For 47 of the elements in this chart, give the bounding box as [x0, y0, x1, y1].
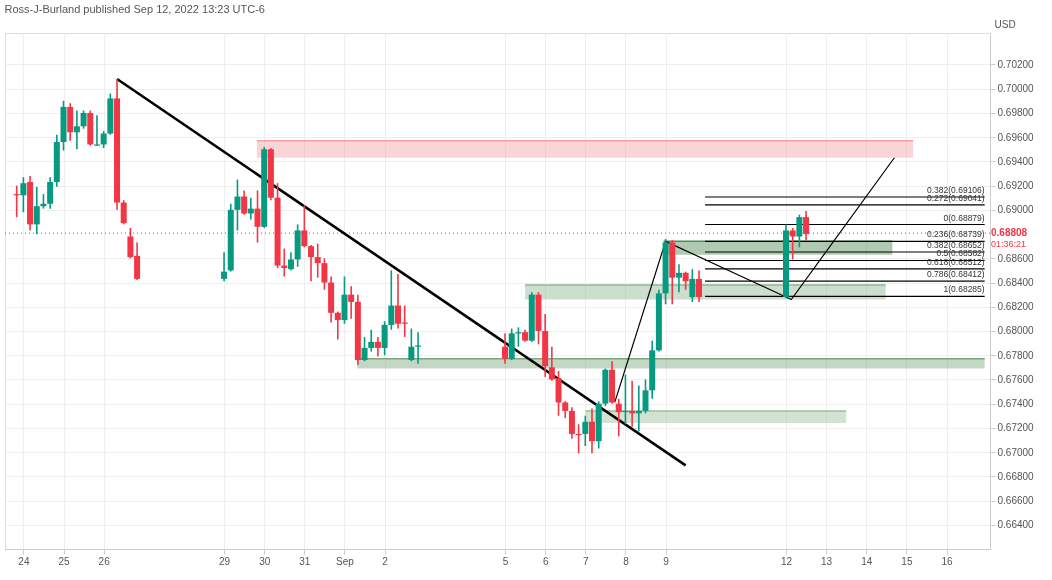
x-tick-label: 25	[58, 555, 71, 567]
text: 01:36:21	[991, 239, 1027, 250]
x-tick-label: 26	[98, 555, 111, 567]
y-tick-label: 0.70000	[997, 83, 1035, 95]
y-tick-label: 0.66600	[997, 495, 1035, 507]
y-tick-label: 0.69400	[997, 155, 1035, 167]
y-tick-label: 0.67000	[997, 446, 1035, 458]
y-tick-label: 0.66400	[997, 519, 1035, 531]
annotation: 0.236(0.68739)	[926, 229, 985, 240]
y-tick-label: 0.68400	[997, 277, 1035, 289]
x-tick-label: 29	[219, 555, 231, 567]
x-tick-label: 5	[502, 555, 509, 567]
y-tick-label: 0.70200	[997, 58, 1035, 70]
x-tick-label: 6	[542, 555, 549, 567]
y-tick-label: 0.69600	[997, 131, 1035, 143]
y-axis-title: USD	[994, 18, 1016, 30]
y-tick-label: 0.68200	[997, 301, 1035, 313]
x-tick-label: 16	[941, 555, 954, 567]
y-tick-label: 0.68600	[997, 252, 1035, 264]
annotation: 0(0.68879)	[943, 212, 985, 223]
y-tick-label: 0.67800	[997, 349, 1035, 361]
chart-title: Ross-J-Burland published Sep 12, 2022 13:23 UTC-6	[4, 3, 265, 15]
x-tick-label: 8	[623, 555, 630, 567]
x-tick-label: 15	[901, 555, 913, 567]
x-tick-label: 30	[259, 555, 271, 567]
annotation: 1(0.68285)	[943, 284, 985, 295]
y-tick-label: 0.67200	[997, 422, 1035, 434]
x-tick-label: Sep	[336, 555, 355, 567]
y-tick-label: 0.67400	[997, 398, 1035, 410]
x-tick-label: 12	[780, 555, 793, 567]
y-tick-label: 0.67600	[997, 373, 1035, 385]
annotation: 0.382(0.69106)	[926, 185, 985, 196]
x-tick-label: 13	[821, 555, 833, 567]
ref-line-label: 0.68808	[991, 227, 1028, 239]
annotation: 0.786(0.68412)	[926, 269, 985, 280]
x-tick-label: 9	[663, 555, 670, 567]
y-tick-label: 0.68000	[997, 325, 1035, 337]
annotation: 0.382(0.68652)	[926, 240, 985, 250]
y-tick-label: 0.69000	[997, 204, 1035, 216]
y-tick-label: 0.66800	[997, 470, 1035, 482]
x-tick-label: 24	[18, 555, 30, 567]
y-tick-label: 0.69200	[997, 180, 1035, 192]
y-tick-label: 0.69800	[997, 107, 1035, 119]
x-tick-label: 31	[299, 555, 311, 567]
x-tick-label: 14	[861, 555, 873, 567]
x-tick-label: 2	[382, 555, 389, 567]
x-tick-label: 7	[583, 555, 590, 567]
